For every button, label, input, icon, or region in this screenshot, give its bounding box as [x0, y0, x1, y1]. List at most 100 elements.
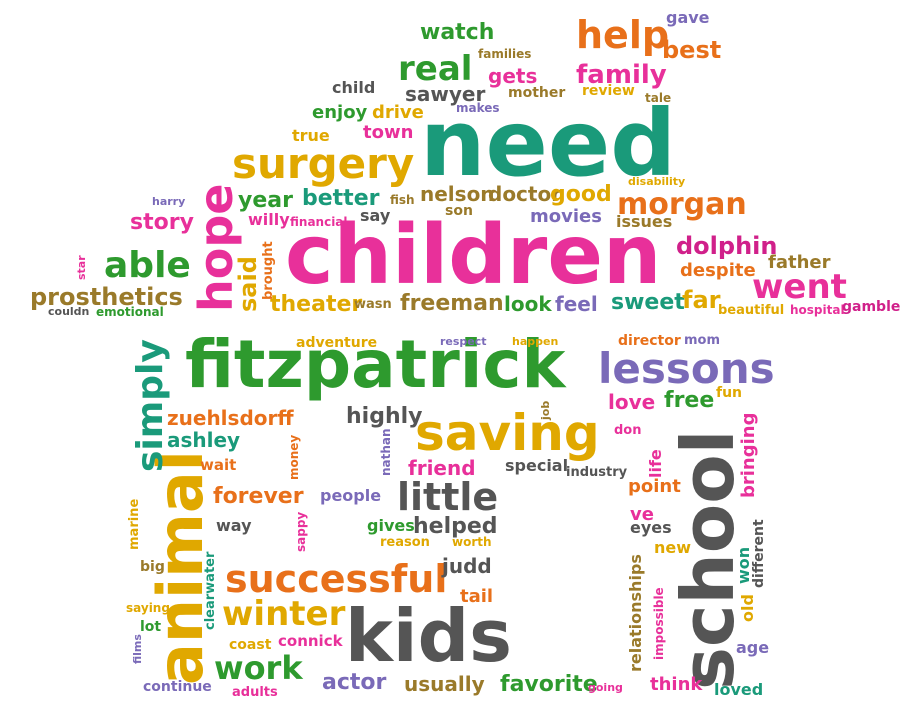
word-connick: connick — [278, 632, 343, 650]
word-big: big — [140, 559, 165, 575]
word-job: job — [539, 400, 552, 420]
word-star: star — [75, 255, 88, 280]
word-enjoy: enjoy — [312, 102, 368, 123]
word-highly: highly — [346, 404, 423, 429]
word-able: able — [104, 245, 191, 286]
word-sweet: sweet — [611, 290, 685, 315]
word-ashley: ashley — [167, 428, 241, 452]
word-winter: winter — [222, 594, 346, 634]
word-child: child — [332, 78, 376, 97]
word-respect: respect — [440, 335, 487, 348]
word-morgan: morgan — [617, 187, 747, 222]
word-emotional: emotional — [96, 305, 164, 319]
word-surgery: surgery — [232, 139, 415, 188]
word-reason: reason — [380, 535, 430, 550]
word-marine: marine — [127, 498, 142, 550]
word-freeman: freeman — [400, 291, 504, 316]
word-couldn: couldn — [48, 305, 90, 318]
word-worth: worth — [452, 535, 492, 549]
word-adventure: adventure — [296, 335, 378, 351]
word-issues: issues — [616, 212, 673, 231]
word-fitzpatrick: fitzpatrick — [185, 326, 566, 403]
word-tail: tail — [460, 586, 494, 607]
word-movies: movies — [530, 206, 602, 227]
word-don: don — [614, 423, 642, 438]
word-work: work — [214, 649, 303, 687]
word-children: children — [285, 208, 662, 303]
word-beautiful: beautiful — [718, 303, 785, 318]
word-think: think — [650, 674, 703, 695]
word-zuehlsdorff: zuehlsdorff — [167, 406, 294, 430]
word-people: people — [320, 486, 382, 505]
word-friend: friend — [408, 456, 476, 480]
word-mother: mother — [508, 85, 566, 101]
word-relationships: relationships — [626, 554, 645, 672]
word-sawyer: sawyer — [405, 82, 486, 106]
word-dolphin: dolphin — [676, 232, 778, 260]
word-successful: successful — [225, 557, 448, 601]
word-actor: actor — [322, 670, 387, 695]
word-free: free — [664, 388, 715, 413]
word-prosthetics: prosthetics — [30, 283, 183, 311]
word-favorite: favorite — [500, 672, 598, 697]
word-lessons: lessons — [598, 344, 775, 393]
word-nathan: nathan — [379, 428, 393, 476]
word-simply: simply — [130, 339, 171, 472]
word-old: old — [738, 594, 757, 622]
word-wait: wait — [200, 456, 237, 474]
word-usually: usually — [404, 672, 485, 696]
word-director: director — [618, 333, 681, 349]
word-judd: judd — [442, 554, 492, 578]
word-ve: ve — [630, 504, 654, 525]
word-point: point — [628, 476, 681, 497]
word-watch: watch — [420, 20, 495, 45]
word-disability: disability — [628, 175, 686, 188]
word-love: love — [608, 390, 656, 414]
word-best: best — [662, 36, 722, 64]
word-feel: feel — [555, 292, 598, 316]
word-good: good — [550, 182, 612, 207]
word-bringing: bringing — [738, 412, 759, 499]
word-eyes: eyes — [630, 518, 672, 537]
word-better: better — [302, 186, 380, 211]
word-clearwater: clearwater — [203, 551, 218, 630]
word-father: father — [768, 252, 831, 273]
word-mom: mom — [684, 333, 721, 348]
word-story: story — [130, 210, 194, 235]
word-helped: helped — [413, 514, 498, 539]
word-gives: gives — [367, 516, 415, 535]
word-gamble: gamble — [842, 299, 900, 315]
word-nelson: nelson — [420, 182, 495, 206]
word-wasn: wasn — [354, 297, 392, 312]
word-different: different — [751, 519, 767, 588]
word-despite: despite — [680, 260, 756, 281]
word-theater: theater — [270, 292, 363, 317]
word-fun: fun — [716, 385, 743, 401]
word-life: life — [646, 449, 665, 478]
word-makes: makes — [456, 101, 500, 115]
word-special: special — [505, 456, 569, 475]
word-way: way — [216, 516, 252, 535]
word-forever: forever — [213, 484, 304, 509]
word-hospital: hospital — [790, 303, 845, 317]
word-son: son — [445, 203, 473, 219]
word-adults: adults — [232, 685, 278, 700]
word-little: little — [397, 475, 499, 519]
word-impossible: impossible — [652, 587, 666, 660]
word-gets: gets — [488, 64, 538, 88]
word-money: money — [287, 434, 301, 480]
word-town: town — [363, 122, 414, 143]
word-need: need — [420, 90, 677, 197]
word-harry: harry — [152, 195, 186, 208]
word-coast: coast — [229, 637, 272, 653]
word-say: say — [360, 206, 391, 225]
word-family: family — [576, 60, 667, 90]
word-saving: saving — [415, 404, 600, 462]
word-real: real — [398, 49, 473, 89]
word-films: films — [131, 634, 144, 664]
word-age: age — [736, 638, 770, 657]
word-happen: happen — [512, 335, 559, 348]
word-continue: continue — [143, 679, 212, 695]
word-lot: lot — [140, 619, 162, 635]
